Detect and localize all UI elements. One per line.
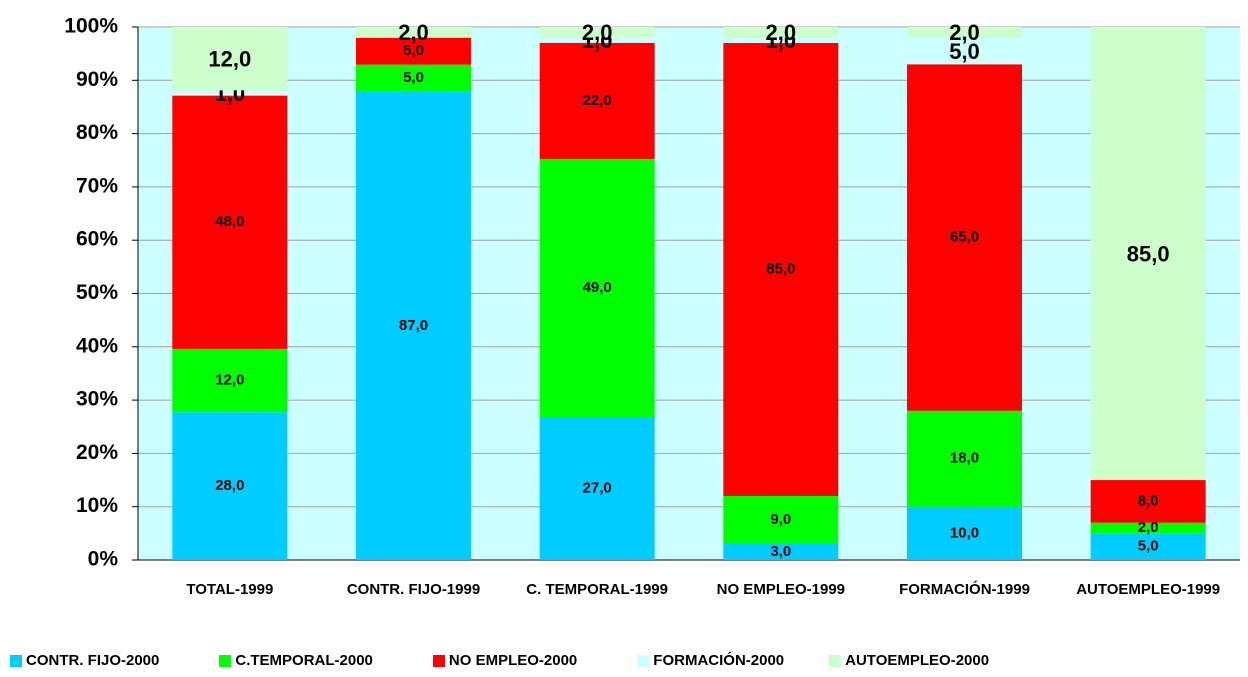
y-tick-label: 50% <box>76 281 118 304</box>
y-tick-label: 40% <box>76 334 118 357</box>
bar-segment <box>539 417 655 560</box>
value-label: 5,0 <box>1138 538 1159 555</box>
bar-segment <box>539 42 655 159</box>
y-tick-label: 30% <box>76 388 118 411</box>
value-label: 22,0 <box>583 92 612 109</box>
legend-swatch <box>637 654 650 667</box>
bar-segment <box>539 27 655 38</box>
bar-segment <box>356 27 471 38</box>
legend-label: FORMACIÓN-2000 <box>653 652 785 669</box>
legend-label: C.TEMPORAL-2000 <box>235 652 373 669</box>
bar-segment <box>907 506 1022 560</box>
bar-segment <box>723 496 839 545</box>
bar-segment <box>539 158 655 418</box>
value-label: 18,0 <box>950 450 979 467</box>
bar-segment <box>723 544 839 560</box>
x-tick-label: CONTR. FIJO-1999 <box>346 581 481 598</box>
value-label: 49,0 <box>583 279 612 296</box>
legend-item: NO EMPLEO-2000 <box>432 652 578 669</box>
y-tick-label: 90% <box>76 68 118 91</box>
y-tick-label: 100% <box>64 15 118 38</box>
bar-segment <box>723 27 839 38</box>
bar-segment <box>723 37 839 43</box>
x-tick-label: AUTOEMPLEO-1999 <box>1076 581 1221 598</box>
value-label: 2,0 <box>766 20 797 45</box>
value-label: 85,0 <box>766 260 795 277</box>
legend-item: FORMACIÓN-2000 <box>637 652 784 669</box>
value-label: 2,0 <box>949 20 980 45</box>
value-label: 85,0 <box>1127 241 1170 266</box>
bar-segment <box>172 95 288 349</box>
bar-segment <box>356 91 471 560</box>
bar-segment <box>907 37 1022 65</box>
bar-segment <box>172 27 288 91</box>
bar-segment <box>907 64 1022 411</box>
value-label: 5,0 <box>403 42 424 59</box>
bar-segment <box>1090 27 1206 481</box>
bar-segment <box>723 42 839 497</box>
value-label: 2,0 <box>1138 519 1159 536</box>
bar-segment <box>907 410 1022 507</box>
value-label: 10,0 <box>950 524 979 541</box>
legend-label: AUTOEMPLEO-2000 <box>845 652 990 669</box>
legend-swatch <box>10 654 22 667</box>
value-label: 65,0 <box>950 229 979 246</box>
bar-segment <box>356 37 471 65</box>
x-tick-label: TOTAL-1999 <box>186 581 274 598</box>
value-label: 8,0 <box>1138 492 1159 509</box>
value-label: 5,0 <box>403 69 424 86</box>
x-tick-label: NO EMPLEO-1999 <box>716 581 846 598</box>
value-label: 12,0 <box>208 46 251 71</box>
legend-item: CONTR. FIJO-2000 <box>10 652 159 669</box>
value-label: 9,0 <box>770 511 791 528</box>
legend-item: C.TEMPORAL-2000 <box>219 652 373 669</box>
legend-swatch <box>829 654 842 667</box>
y-tick-label: 70% <box>76 174 118 197</box>
bar-segment <box>1090 522 1206 534</box>
legend-swatch <box>432 654 445 667</box>
value-label: 87,0 <box>399 317 428 334</box>
bar-segment <box>172 412 288 560</box>
x-tick-label: FORMACIÓN-1999 <box>899 581 1030 598</box>
y-tick-label: 20% <box>76 441 118 464</box>
x-tick-label: C. TEMPORAL-1999 <box>526 581 668 598</box>
legend-swatch <box>219 654 232 667</box>
value-label: 2,0 <box>582 20 613 45</box>
value-label: 2,0 <box>398 20 429 45</box>
y-tick-label: 10% <box>76 494 118 517</box>
value-label: 3,0 <box>770 543 791 560</box>
value-label: 5,0 <box>949 39 980 64</box>
legend-item: AUTOEMPLEO-2000 <box>829 652 989 669</box>
y-tick-label: 80% <box>76 121 118 144</box>
value-label: 48,0 <box>215 213 244 230</box>
legend-label: CONTR. FIJO-2000 <box>26 652 160 669</box>
bar-segment <box>539 37 655 43</box>
bar-segment <box>1090 533 1206 560</box>
bar-segment <box>172 90 288 96</box>
y-tick-label: 0% <box>88 548 119 571</box>
legend-label: NO EMPLEO-2000 <box>448 652 578 669</box>
bar-segment <box>1090 480 1206 523</box>
bar-segment <box>356 64 471 92</box>
bar-segment <box>907 27 1022 38</box>
bar-segment <box>172 348 288 413</box>
y-tick-label: 60% <box>76 228 118 251</box>
value-label: 27,0 <box>583 480 612 497</box>
value-label: 12,0 <box>215 372 244 389</box>
legend: CONTR. FIJO-2000 C.TEMPORAL-2000 NO EMPLEO… <box>10 652 989 669</box>
value-label: 28,0 <box>215 477 244 494</box>
